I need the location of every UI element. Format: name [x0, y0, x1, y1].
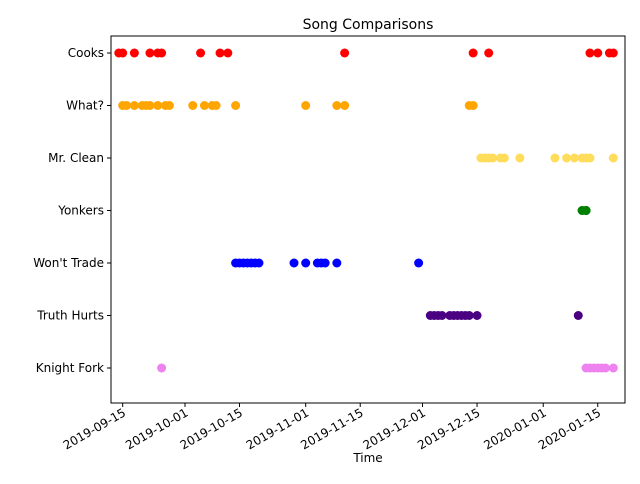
y-tick-label: Yonkers	[57, 204, 104, 218]
data-point	[320, 258, 330, 268]
data-point	[437, 311, 447, 320]
data-point	[468, 101, 478, 110]
data-point	[414, 258, 424, 268]
data-point	[332, 258, 342, 268]
data-point	[301, 258, 311, 268]
data-point	[211, 101, 221, 110]
data-point	[289, 258, 299, 268]
points-layer	[114, 48, 618, 373]
data-point	[585, 48, 595, 58]
data-point	[157, 48, 167, 58]
data-point	[562, 153, 572, 163]
data-point	[153, 101, 163, 110]
y-tick-label: Mr. Clean	[48, 151, 104, 165]
data-point	[215, 48, 225, 58]
data-point	[254, 258, 264, 268]
data-point	[145, 48, 155, 58]
data-point	[488, 153, 498, 163]
plot-frame	[110, 35, 626, 404]
data-point	[340, 48, 350, 58]
data-point	[340, 101, 350, 110]
data-point	[484, 48, 494, 58]
data-point	[301, 101, 311, 110]
data-point	[593, 48, 603, 58]
data-point	[129, 48, 139, 58]
data-point	[199, 101, 209, 110]
data-point	[515, 153, 525, 163]
y-tick-label: Knight Fork	[36, 361, 104, 375]
chart-title: Song Comparisons	[303, 17, 434, 33]
x-axis-label: Time	[352, 451, 382, 465]
data-point	[223, 48, 233, 58]
data-point	[464, 311, 474, 320]
data-point	[122, 101, 132, 110]
data-point	[468, 48, 478, 58]
data-point	[585, 153, 595, 163]
data-point	[608, 153, 618, 163]
data-point	[145, 101, 155, 110]
data-point	[196, 48, 206, 58]
y-tick-label: Cooks	[68, 46, 104, 60]
data-point	[188, 101, 198, 110]
data-point	[499, 153, 509, 163]
data-point	[472, 311, 482, 320]
data-point	[581, 206, 591, 215]
data-point	[118, 48, 128, 58]
data-point	[573, 311, 583, 320]
data-point	[157, 363, 167, 373]
data-point	[231, 101, 241, 110]
data-point	[608, 48, 618, 58]
data-point	[550, 153, 560, 163]
data-point	[164, 101, 174, 110]
data-point	[608, 363, 618, 373]
y-tick-label: Truth Hurts	[36, 309, 104, 323]
data-point	[569, 153, 579, 163]
data-point	[601, 363, 611, 373]
data-point	[129, 101, 139, 110]
y-tick-label: Won't Trade	[33, 256, 104, 270]
data-point	[332, 101, 342, 110]
y-tick-label: What?	[66, 99, 104, 113]
